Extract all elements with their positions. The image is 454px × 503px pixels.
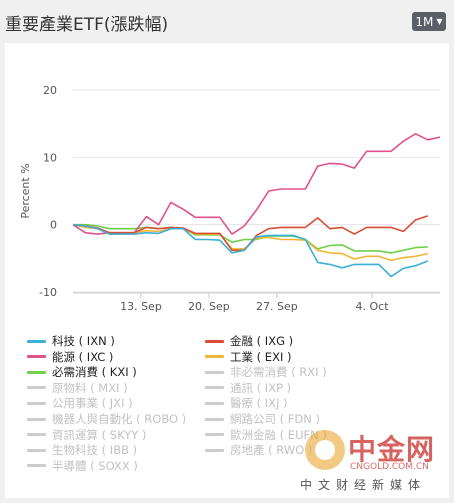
legend-swatch	[27, 370, 46, 374]
series-line-4[interactable]	[73, 223, 428, 254]
legend-item[interactable]: 醫療 ( IXJ )	[205, 395, 288, 411]
legend-label: 原物料 ( MXI )	[52, 380, 128, 395]
legend-label: 公用事業 ( JXI )	[52, 396, 133, 411]
legend-label: 生物科技 ( IBB )	[52, 443, 138, 458]
legend-item[interactable]: 公用事業 ( JXI )	[27, 395, 133, 411]
legend-label: 資訊運算 ( SKYY )	[52, 427, 147, 442]
y-tick-label: 0	[50, 219, 57, 232]
legend-swatch	[205, 448, 224, 452]
x-tick-label: 4. Oct	[356, 300, 390, 313]
watermark-logo-icon	[305, 430, 345, 470]
legend-item[interactable]: 科技 ( IXN )	[27, 333, 115, 349]
legend-item[interactable]: 歐洲金融 ( EUFN )	[205, 427, 327, 443]
legend-label: 網路公司 ( FDN )	[230, 412, 321, 426]
legend-item[interactable]: 工業 ( EXI )	[205, 349, 291, 365]
x-tick-label: 27. Sep	[256, 300, 298, 313]
series-line-1[interactable]	[72, 215, 429, 252]
legend-label: 半導體 ( SOXX )	[52, 458, 138, 473]
legend-swatch	[205, 433, 224, 437]
legend-swatch	[205, 355, 224, 359]
legend-swatch	[205, 417, 224, 421]
watermark-name: 中金网	[348, 433, 436, 466]
legend-label: 能源 ( IXC )	[52, 349, 114, 364]
legend-item[interactable]: 資訊運算 ( SKYY )	[27, 427, 146, 443]
legend-label: 房地產 ( RWO )	[230, 443, 313, 458]
legend-swatch	[27, 433, 46, 437]
legend-item[interactable]: 能源 ( IXC )	[27, 349, 113, 365]
y-tick-label: 10	[43, 151, 57, 164]
legend-item[interactable]: 必需消費 ( KXI )	[27, 364, 137, 380]
legend-label: 科技 ( IXN )	[52, 334, 115, 348]
legend-swatch	[205, 339, 224, 343]
legend-label: 必需消費 ( KXI )	[52, 365, 137, 380]
legend-swatch	[27, 464, 46, 468]
watermark: 中金网 CNGOLD.COM.CN 中文财经新媒体	[300, 428, 450, 498]
legend-item[interactable]: 原物料 ( MXI )	[27, 380, 128, 396]
legend-swatch	[205, 386, 224, 390]
legend-item[interactable]: 金融 ( IXG )	[205, 333, 293, 349]
legend-label: 歐洲金融 ( EUFN )	[230, 427, 327, 442]
legend-item[interactable]: 網路公司 ( FDN )	[205, 411, 320, 427]
legend-label: 工業 ( EXI )	[230, 349, 292, 364]
legend-label: 機器人與自動化 ( ROBO )	[52, 412, 187, 426]
chevron-down-icon: ▼	[436, 17, 443, 26]
x-tick-label: 13. Sep	[120, 300, 162, 313]
x-tick-label: 20. Sep	[188, 300, 230, 313]
series-line-2[interactable]	[72, 133, 441, 235]
page-title: 重要產業ETF(漲跌幅)	[5, 15, 169, 35]
legend-item[interactable]: 房地產 ( RWO )	[205, 442, 312, 458]
chart-card: 20 10 0 -10 13. Sep 20. Sep 27. Sep 4. Oct Perce…	[5, 43, 449, 498]
legend-label: 金融 ( IXG )	[230, 334, 294, 348]
watermark-subtitle: 中文财经新媒体	[300, 478, 427, 492]
legend-label: 通訊 ( IXP )	[230, 380, 292, 395]
legend-swatch	[205, 401, 224, 405]
series-line-0[interactable]	[72, 223, 429, 278]
legend-swatch	[27, 401, 46, 405]
line-chart: 20 10 0 -10 13. Sep 20. Sep 27. Sep 4. Oct Perce…	[19, 84, 441, 313]
header: 重要產業ETF(漲跌幅) 1M ▼	[0, 0, 454, 42]
legend-item[interactable]: 半導體 ( SOXX )	[27, 458, 138, 474]
time-range-label: 1M	[415, 14, 434, 29]
legend-swatch	[27, 339, 46, 343]
y-tick-label: -10	[39, 286, 57, 299]
chart-legend: 科技 ( IXN ) 金融 ( IXG ) 能源 ( IXC ) 工業 ( EXI )…	[27, 333, 447, 493]
legend-item[interactable]: 非必需消費 ( RXI )	[205, 364, 327, 380]
legend-item[interactable]: 通訊 ( IXP )	[205, 380, 291, 396]
time-range-dropdown[interactable]: 1M ▼	[412, 12, 446, 31]
legend-swatch	[27, 386, 46, 390]
legend-swatch	[27, 448, 46, 452]
legend-item[interactable]: 機器人與自動化 ( ROBO )	[27, 411, 186, 427]
legend-swatch	[205, 370, 224, 374]
legend-swatch	[27, 417, 46, 421]
legend-label: 非必需消費 ( RXI )	[230, 365, 327, 380]
y-tick-label: 20	[43, 84, 57, 97]
legend-label: 醫療 ( IXJ )	[230, 396, 288, 411]
legend-item[interactable]: 生物科技 ( IBB )	[27, 442, 137, 458]
legend-swatch	[27, 355, 46, 359]
y-axis-label: Percent %	[19, 163, 32, 218]
watermark-url: CNGOLD.COM.CN	[350, 462, 429, 472]
